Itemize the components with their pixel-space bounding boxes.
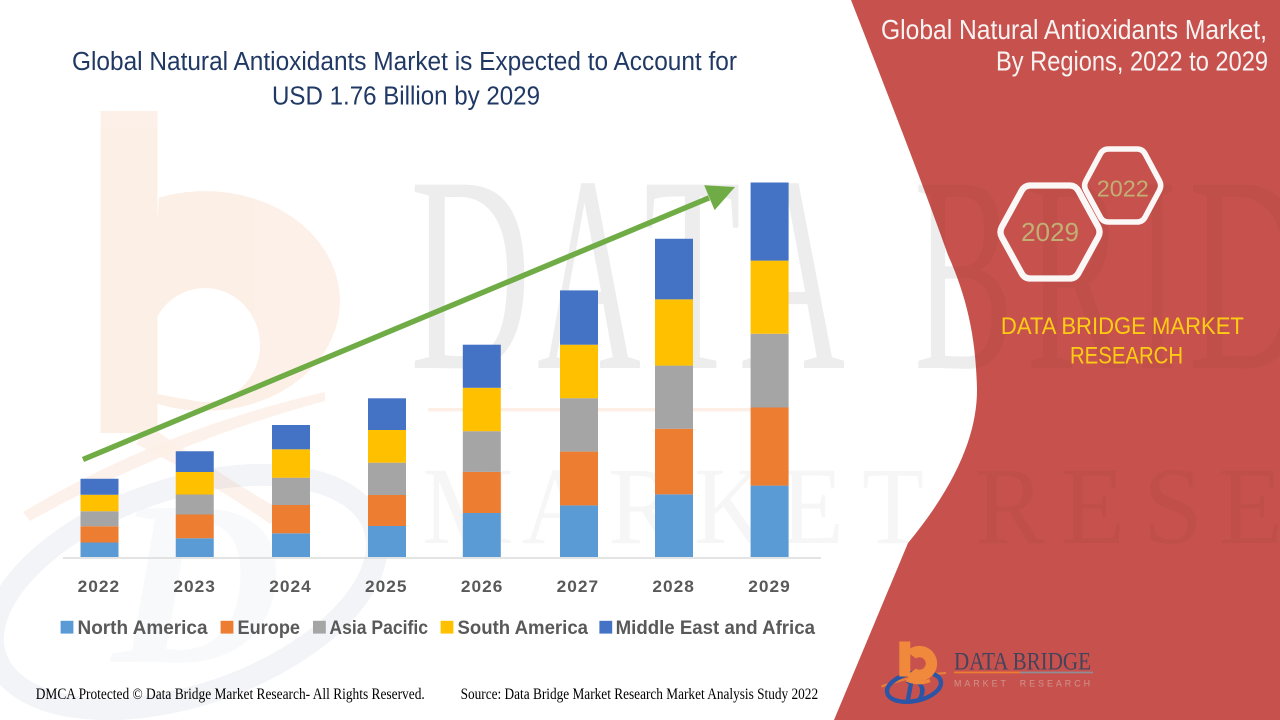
svg-text:D: D: [1188, 118, 1280, 429]
svg-text:2029: 2029: [1021, 217, 1079, 247]
svg-text:RESEARCH: RESEARCH: [1070, 342, 1183, 369]
svg-text:North America: North America: [78, 617, 208, 639]
svg-text:MARKET RESEARCH: MARKET RESEARCH: [954, 679, 1093, 689]
svg-text:Global Natural Antioxidants Ma: Global Natural Antioxidants Market,: [881, 14, 1267, 45]
svg-text:DATA BRIDGE MARKET: DATA BRIDGE MARKET: [1001, 313, 1244, 340]
svg-text:2023: 2023: [173, 577, 216, 596]
svg-text:S: S: [1143, 445, 1203, 567]
svg-text:Asia Pacific: Asia Pacific: [329, 617, 428, 639]
svg-text:2026: 2026: [461, 577, 504, 596]
svg-text:DATA BRIDGE: DATA BRIDGE: [954, 649, 1091, 676]
svg-text:R: R: [975, 445, 1046, 567]
svg-text:Global Natural Antioxidants Ma: Global Natural Antioxidants Market is Ex…: [72, 48, 737, 76]
svg-text:I: I: [1138, 118, 1176, 429]
svg-text:2022: 2022: [1097, 176, 1149, 202]
svg-text:Europe: Europe: [238, 617, 301, 639]
svg-text:2024: 2024: [269, 577, 312, 596]
svg-text:South America: South America: [458, 617, 589, 639]
svg-text:By Regions, 2022 to 2029: By Regions, 2022 to 2029: [996, 46, 1268, 77]
svg-text:2029: 2029: [748, 577, 791, 596]
svg-text:2027: 2027: [557, 577, 600, 596]
svg-text:2022: 2022: [78, 577, 121, 596]
svg-text:USD 1.76 Billion by 2029: USD 1.76 Billion by 2029: [272, 83, 540, 111]
svg-text:E: E: [1219, 445, 1280, 567]
svg-text:2028: 2028: [652, 577, 695, 596]
svg-text:DMCA Protected © Data Bridge M: DMCA Protected © Data Bridge Market Rese…: [36, 686, 425, 703]
svg-text:2025: 2025: [365, 577, 408, 596]
svg-text:Middle East and Africa: Middle East and Africa: [616, 617, 816, 639]
svg-text:Source: Data Bridge Market Res: Source: Data Bridge Market Research Mark…: [461, 686, 818, 703]
svg-text:E: E: [780, 445, 844, 567]
svg-text:E: E: [1061, 445, 1125, 567]
